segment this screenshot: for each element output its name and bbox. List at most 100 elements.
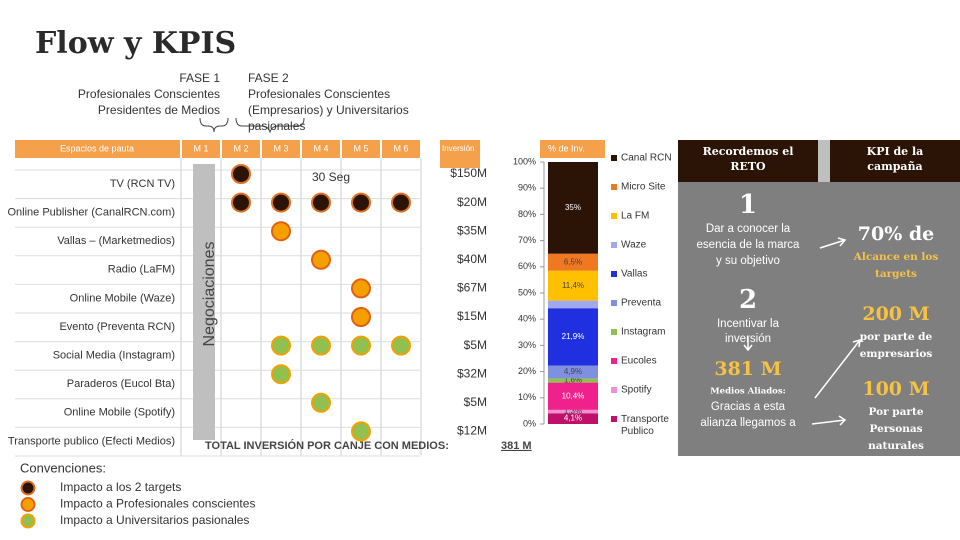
- data-label: 4,1%: [564, 414, 582, 423]
- panel-bg: [678, 140, 960, 456]
- investment-header-bg: [440, 140, 480, 168]
- kpi-text: empresarios: [860, 348, 933, 360]
- data-label: 11,4%: [562, 281, 584, 290]
- month-header-bg: [342, 140, 380, 158]
- reach-text: Gracias a esta: [711, 401, 786, 413]
- month-header-bg: [302, 140, 340, 158]
- legend-label: Instagram: [621, 327, 665, 338]
- reach-caption: Medios Aliados:: [710, 387, 786, 397]
- month-header-bg: [182, 140, 220, 158]
- row-name: Social Media (Instagram): [53, 350, 175, 362]
- convention-dot: [20, 497, 36, 512]
- legend-swatch: [611, 271, 617, 277]
- total-value: 381 M: [501, 440, 532, 452]
- panel-header: RETO: [730, 160, 766, 173]
- step-text: Dar a conocer la: [706, 223, 791, 235]
- impact-dot: [391, 192, 411, 213]
- row-name: Paraderos (Eucol Bta): [67, 378, 175, 390]
- chart-title: % de Inv.: [548, 143, 585, 153]
- impact-dot: [351, 421, 371, 442]
- legend-swatch: [611, 416, 617, 422]
- negotiation-label: Negociaciones: [201, 242, 218, 347]
- step-text: y su objetivo: [716, 255, 780, 267]
- phase-brace: [199, 117, 229, 133]
- row-name: Vallas – (Marketmedios): [57, 235, 175, 247]
- y-tick-label: 0%: [523, 418, 536, 428]
- bar-segment: [548, 409, 598, 414]
- arrow: [814, 338, 861, 399]
- impact-dot: [311, 392, 331, 413]
- legend-swatch: [611, 358, 617, 364]
- data-label: 6,5%: [564, 257, 582, 266]
- conventions-title: Convenciones:: [20, 460, 106, 475]
- row-investment: $15M: [457, 309, 487, 323]
- bar-segment: [548, 270, 598, 301]
- impact-dot: [351, 335, 371, 356]
- convention-item: Impacto a Universitarios pasionales: [60, 513, 249, 527]
- legend-swatch: [611, 242, 617, 248]
- impact-dot: [351, 192, 371, 213]
- kpi-text: por parte de: [860, 331, 933, 343]
- panel-header: Recordemos el: [703, 145, 794, 158]
- data-label: 35%: [565, 203, 581, 212]
- row-name: Transporte publico (Efecti Medios): [8, 435, 175, 447]
- y-tick-label: 10%: [518, 392, 536, 402]
- month-header: M 3: [273, 143, 288, 153]
- bar-segment: [548, 162, 598, 254]
- y-tick-label: 20%: [518, 366, 536, 376]
- row-investment: $150M: [450, 166, 487, 180]
- impact-dot: [271, 221, 291, 242]
- step-text: Incentivar la: [717, 318, 780, 330]
- y-tick-label: 90%: [518, 183, 536, 193]
- arrow: [743, 337, 753, 352]
- y-tick-label: 50%: [518, 287, 536, 297]
- impact-dot: [391, 335, 411, 356]
- y-tick-label: 70%: [518, 235, 536, 245]
- row-name: TV (RCN TV): [110, 178, 175, 190]
- bar-segment: [548, 413, 598, 424]
- legend-swatch: [611, 213, 617, 219]
- panel-header-left-bg: [678, 140, 818, 182]
- row-name: Evento (Preventa RCN): [59, 321, 175, 333]
- bar-segment: [548, 378, 598, 383]
- row-name: Online Publisher (CanalRCN.com): [7, 207, 175, 219]
- legend-label: Transporte Publico: [621, 414, 672, 437]
- month-header-bg: [262, 140, 300, 158]
- month-header: M 4: [313, 143, 328, 153]
- row-investment: $32M: [457, 366, 487, 380]
- investment-header: Inversión: [442, 144, 474, 153]
- kpi-value: 200 M: [862, 303, 929, 325]
- step-number: 2: [739, 285, 757, 315]
- negotiation-bar: [193, 164, 215, 440]
- bar-segment: [548, 253, 598, 271]
- legend-swatch: [611, 329, 617, 335]
- impact-dot: [311, 192, 331, 213]
- y-tick-label: 60%: [518, 261, 536, 271]
- bar-segment: [548, 308, 598, 366]
- panel-header-right-bg: [830, 140, 960, 182]
- phase-line: pasionales: [248, 119, 305, 133]
- row-name: Radio (LaFM): [108, 264, 175, 276]
- row-investment: $40M: [457, 252, 487, 266]
- impact-dot: [231, 192, 251, 213]
- bar-segment: [548, 300, 598, 309]
- impact-dot: [351, 278, 371, 299]
- table-header-bg: [15, 140, 180, 158]
- step-number: 1: [739, 190, 757, 220]
- month-header: M 6: [393, 143, 408, 153]
- legend-label: Micro Site: [621, 182, 666, 193]
- legend-label: Waze: [621, 240, 647, 251]
- kpi-text: naturales: [868, 440, 924, 452]
- phase-brace: [235, 117, 305, 134]
- convention-dot: [20, 480, 36, 496]
- impact-dot: [311, 335, 331, 356]
- legend-label: Preventa: [621, 298, 661, 309]
- row-name: Online Mobile (Spotify): [64, 407, 175, 419]
- legend-swatch: [611, 300, 617, 306]
- step-text: inversión: [725, 333, 771, 345]
- reach-value: 381 M: [714, 358, 781, 380]
- data-label: 21,9%: [562, 332, 585, 341]
- legend-swatch: [611, 184, 617, 190]
- kpi-text: Por parte: [868, 406, 923, 418]
